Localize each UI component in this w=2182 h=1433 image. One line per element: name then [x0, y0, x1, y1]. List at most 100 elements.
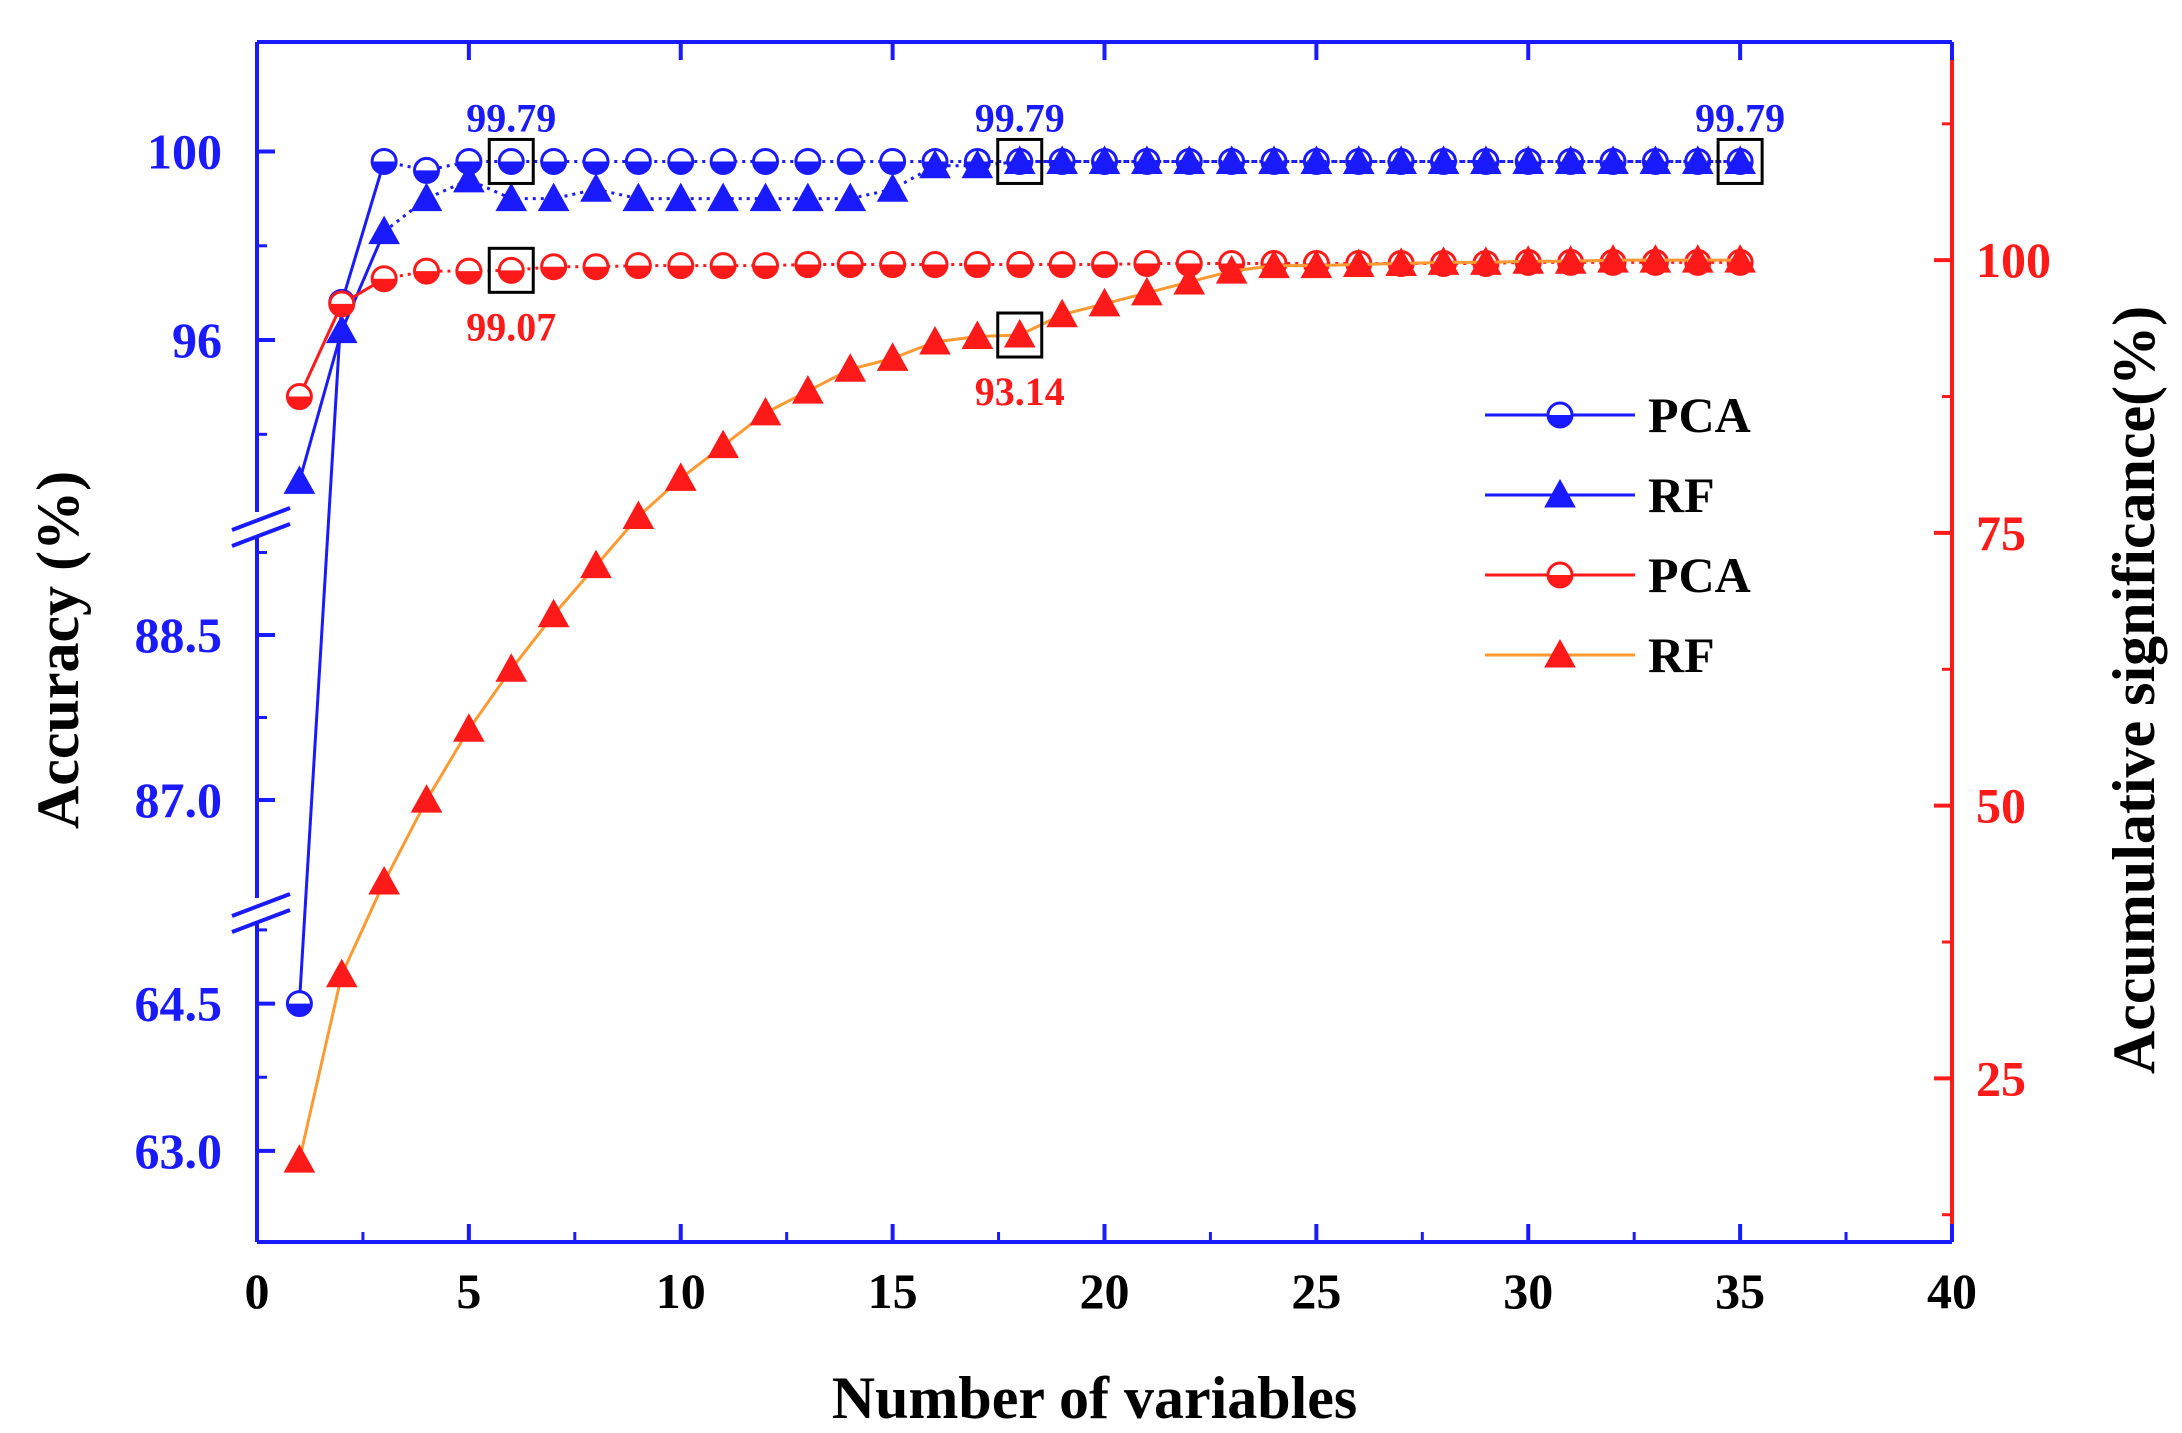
- series-1-point-31: [1554, 145, 1587, 174]
- series-2-point-16: [921, 251, 949, 279]
- series-1-point-27: [1385, 145, 1417, 174]
- series-1-point-5: [453, 163, 485, 193]
- series-2-point-1: [285, 383, 313, 411]
- series-2-point-12: [752, 252, 779, 280]
- series-1-point-12: [749, 182, 782, 212]
- series-3-point-17: [961, 320, 994, 350]
- series-3-point-23: [1215, 255, 1248, 284]
- series-0-point-3: [370, 147, 398, 175]
- series-1-point-17: [961, 149, 994, 179]
- annotation-box-3: [487, 246, 535, 294]
- annotation-label-1: 99.79: [975, 95, 1065, 140]
- left-tick-label-63.0: 63.0: [135, 1123, 223, 1179]
- series-3-point-33: [1639, 244, 1672, 273]
- series-3-point-10: [664, 462, 697, 491]
- series-3-point-12: [749, 396, 782, 426]
- series-3-point-19: [1046, 298, 1078, 328]
- right-tick-label-100: 100: [1976, 232, 2051, 288]
- series-2-point-13: [794, 251, 822, 279]
- series-0-point-10: [667, 147, 695, 175]
- series-2-point-3: [370, 265, 398, 293]
- axes-layer: [231, 40, 1954, 1244]
- series-1-point-3: [368, 215, 400, 245]
- series-1-point-20: [1088, 145, 1121, 174]
- series-3-point-32: [1597, 244, 1629, 273]
- x-tick-label-5: 5: [456, 1263, 481, 1319]
- series-3-point-35: [1724, 244, 1756, 273]
- left-tick-label-64.5: 64.5: [135, 976, 223, 1032]
- series-1-point-18: [1003, 145, 1036, 174]
- x-tick-label-25: 25: [1291, 1263, 1341, 1319]
- series-0-point-14: [836, 147, 864, 175]
- series-0-point-9: [624, 147, 652, 175]
- x-axis-title: Number of variables: [832, 1365, 1358, 1431]
- series-3-point-18: [1003, 318, 1036, 348]
- series-3-point-29: [1470, 246, 1502, 275]
- series-0-point-6: [497, 147, 525, 175]
- series-3-point-27: [1385, 247, 1417, 276]
- series-1-point-29: [1470, 145, 1502, 174]
- legend-entry-3: RF: [1485, 627, 1715, 683]
- annotation-label-3: 99.07: [466, 304, 556, 349]
- annotation-label-0: 99.79: [466, 95, 556, 140]
- series-3-point-28: [1427, 246, 1460, 275]
- series-2-point-21: [1133, 249, 1161, 277]
- x-tick-label-40: 40: [1927, 1263, 1977, 1319]
- x-tick-label-35: 35: [1715, 1263, 1765, 1319]
- series-2-point-2: [328, 290, 356, 318]
- series-1-point-9: [622, 182, 655, 212]
- series-2-point-7: [540, 253, 568, 281]
- series-1-point-13: [792, 182, 824, 212]
- series-3-point-3: [368, 865, 400, 895]
- series-3-point-30: [1512, 245, 1545, 274]
- legend-marker-2: [1546, 561, 1574, 589]
- series-3-point-15: [876, 342, 909, 371]
- series-1-point-8: [580, 173, 612, 202]
- series-1-point-15: [876, 173, 909, 202]
- right-tick-label-25: 25: [1976, 1050, 2026, 1106]
- series-1-line: [297, 231, 386, 482]
- x-tick-label-20: 20: [1080, 1263, 1130, 1319]
- series-0-point-11: [709, 147, 737, 175]
- series-1-point-24: [1258, 145, 1290, 174]
- series-0-point-7: [540, 147, 568, 175]
- series-2-point-10: [667, 252, 695, 280]
- series-0-point-15: [879, 147, 907, 175]
- series-2-point-9: [624, 252, 652, 280]
- series-0-point-4: [413, 156, 440, 184]
- series-1-point-14: [834, 182, 867, 212]
- series-1-point-6: [495, 182, 528, 212]
- annotation-label-2: 99.79: [1695, 95, 1785, 140]
- series-3-point-14: [834, 353, 867, 382]
- series-0-point-1: [285, 990, 313, 1018]
- series-1-point-1: [283, 465, 316, 494]
- series-2-point-15: [879, 251, 907, 279]
- series-1-point-22: [1173, 145, 1206, 174]
- series-2-point-8: [582, 253, 610, 281]
- series-1-point-7: [537, 182, 570, 212]
- series-3-point-11: [707, 429, 739, 459]
- axis-break-mark-0-a: [231, 506, 291, 532]
- series-1-point-32: [1597, 145, 1629, 174]
- series-1-point-34: [1681, 145, 1714, 174]
- series-1-point-2: [325, 314, 358, 344]
- series-1-point-33: [1639, 145, 1672, 174]
- series-2-point-18: [1006, 251, 1034, 279]
- labels-layer: 99.79 99.79 99.79 99.07 93.14 0 5 10 15 20 25 30 35 4…: [25, 95, 2167, 1431]
- series-2-point-6: [497, 256, 525, 284]
- series-3-point-2: [325, 958, 358, 988]
- series-3-point-31: [1554, 245, 1587, 274]
- legend-entry-2: PCA: [1485, 547, 1751, 603]
- right-axis-title: Accumulative significance(%): [2101, 306, 2167, 1074]
- series-3-point-4: [410, 784, 443, 813]
- series-1-point-21: [1131, 145, 1163, 174]
- legend-marker-3: [1544, 638, 1576, 668]
- x-tick-label-0: 0: [245, 1263, 270, 1319]
- legend-marker-1: [1544, 478, 1576, 508]
- series-3-point-21: [1131, 276, 1163, 306]
- series-3-rf-right: [283, 244, 1756, 1173]
- series-1-point-4: [410, 182, 443, 212]
- series-layer: [283, 145, 1756, 1173]
- series-2-point-17: [963, 251, 991, 279]
